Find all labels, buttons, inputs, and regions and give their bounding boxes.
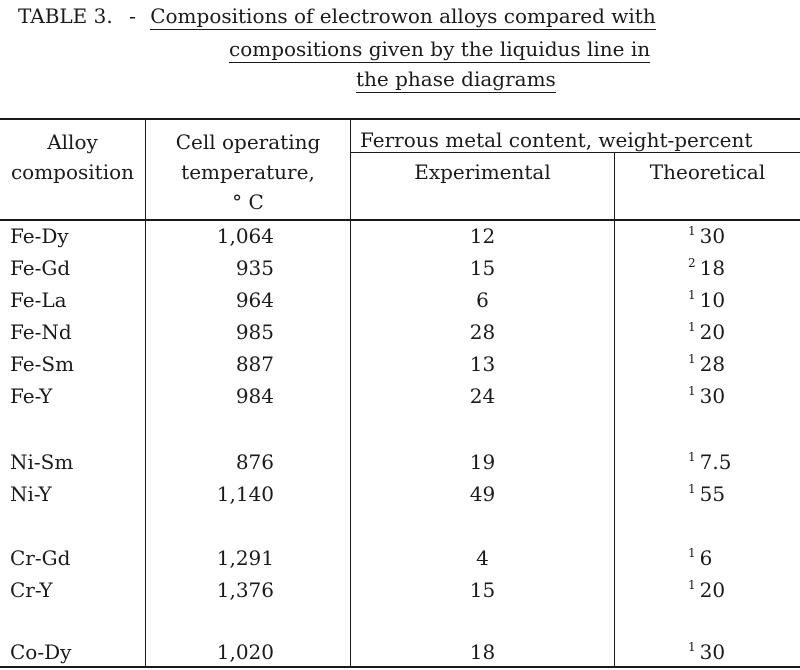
theoretical-cell: 1 30: [688, 224, 788, 251]
header-alloy-line-1: Alloy: [47, 130, 98, 154]
alloy-cell: Fe-Y: [10, 384, 53, 408]
table-caption-line-1: TABLE 3. - Compositions of electrowon al…: [18, 4, 656, 30]
experimental-cell: 4: [476, 546, 489, 570]
alloy-cell: Ni-Y: [10, 482, 52, 506]
footnote-marker: 1: [688, 640, 696, 654]
footnote-marker: 2: [688, 256, 696, 270]
theoretical-cell: 1 55: [688, 482, 788, 509]
theoretical-value: 20: [699, 320, 726, 344]
alloy-cell: Co-Dy: [10, 640, 72, 664]
theoretical-value: 10: [699, 288, 726, 312]
alloy-cell: Fe-Dy: [10, 224, 69, 248]
alloy-cell: Fe-Nd: [10, 320, 72, 344]
theoretical-value: 6: [699, 546, 713, 570]
experimental-cell: 12: [469, 224, 496, 248]
column-divider-2: [350, 119, 351, 667]
alloy-cell: Fe-Gd: [10, 256, 71, 280]
column-divider-3: [614, 153, 615, 667]
experimental-cell: 49: [469, 482, 496, 506]
experimental-cell: 18: [469, 640, 496, 664]
temperature-cell: 1,291: [216, 546, 274, 570]
experimental-cell: 15: [469, 578, 496, 602]
theoretical-cell: 1 30: [688, 640, 788, 667]
theoretical-value: 7.5: [699, 450, 732, 474]
header-experimental: Experimental: [414, 160, 551, 184]
experimental-cell: 24: [469, 384, 496, 408]
temperature-cell: 1,376: [216, 578, 274, 602]
table-caption-line-2: compositions given by the liquidus line …: [229, 37, 651, 63]
theoretical-value: 30: [699, 640, 726, 664]
theoretical-cell: 1 28: [688, 352, 788, 379]
footnote-marker: 1: [688, 288, 696, 302]
theoretical-value: 20: [699, 578, 726, 602]
temperature-cell: 964: [235, 288, 274, 312]
theoretical-cell: 1 20: [688, 320, 788, 347]
experimental-cell: 28: [469, 320, 496, 344]
caption-title-line-1: Compositions of electrowon alloys compar…: [150, 4, 656, 30]
alloy-cell: Fe-Sm: [10, 352, 75, 376]
alloy-cell: Ni-Sm: [10, 450, 74, 474]
header-ferrous-group: Ferrous metal content, weight-percent: [360, 128, 753, 152]
theoretical-value: 18: [699, 256, 726, 280]
caption-title-line-3: the phase diagrams: [356, 67, 556, 93]
header-theoretical: Theoretical: [649, 160, 766, 184]
alloy-cell: Fe-La: [10, 288, 67, 312]
footnote-marker: 1: [688, 384, 696, 398]
theoretical-value: 55: [699, 482, 726, 506]
theoretical-cell: 1 30: [688, 384, 788, 411]
header-temp-line-2: temperature,: [181, 160, 315, 184]
theoretical-cell: 1 20: [688, 578, 788, 605]
column-divider-1: [145, 119, 146, 667]
group-header-rule: [350, 152, 800, 153]
theoretical-cell: 1 10: [688, 288, 788, 315]
header-temp-line-3: ° C: [232, 190, 264, 214]
alloy-cell: Cr-Y: [10, 578, 53, 602]
temperature-cell: 1,140: [216, 482, 274, 506]
experimental-cell: 6: [476, 288, 489, 312]
table-top-rule: [0, 118, 800, 120]
footnote-marker: 1: [688, 352, 696, 366]
caption-dash: -: [129, 4, 136, 28]
temperature-cell: 935: [235, 256, 274, 280]
temperature-cell: 984: [235, 384, 274, 408]
table-bottom-rule: [0, 666, 800, 668]
footnote-marker: 1: [688, 224, 696, 238]
header-temp-line-1: Cell operating: [175, 130, 321, 154]
theoretical-value: 30: [699, 384, 726, 408]
temperature-cell: 887: [235, 352, 274, 376]
footnote-marker: 1: [688, 482, 696, 496]
temperature-cell: 1,064: [216, 224, 274, 248]
footnote-marker: 1: [688, 578, 696, 592]
footnote-marker: 1: [688, 546, 696, 560]
header-alloy-line-2: composition: [10, 160, 135, 184]
theoretical-value: 30: [699, 224, 726, 248]
table-number: TABLE 3.: [18, 4, 113, 28]
temperature-cell: 876: [235, 450, 274, 474]
table-caption-line-3: the phase diagrams: [356, 67, 556, 93]
theoretical-cell: 2 18: [688, 256, 788, 283]
temperature-cell: 985: [235, 320, 274, 344]
alloy-cell: Cr-Gd: [10, 546, 71, 570]
experimental-cell: 13: [469, 352, 496, 376]
theoretical-cell: 1 7.5: [688, 450, 788, 477]
caption-title-line-2: compositions given by the liquidus line …: [229, 37, 651, 63]
theoretical-value: 28: [699, 352, 726, 376]
footnote-marker: 1: [688, 450, 696, 464]
footnote-marker: 1: [688, 320, 696, 334]
temperature-cell: 1,020: [216, 640, 274, 664]
header-bottom-rule: [0, 219, 800, 221]
experimental-cell: 15: [469, 256, 496, 280]
experimental-cell: 19: [469, 450, 496, 474]
